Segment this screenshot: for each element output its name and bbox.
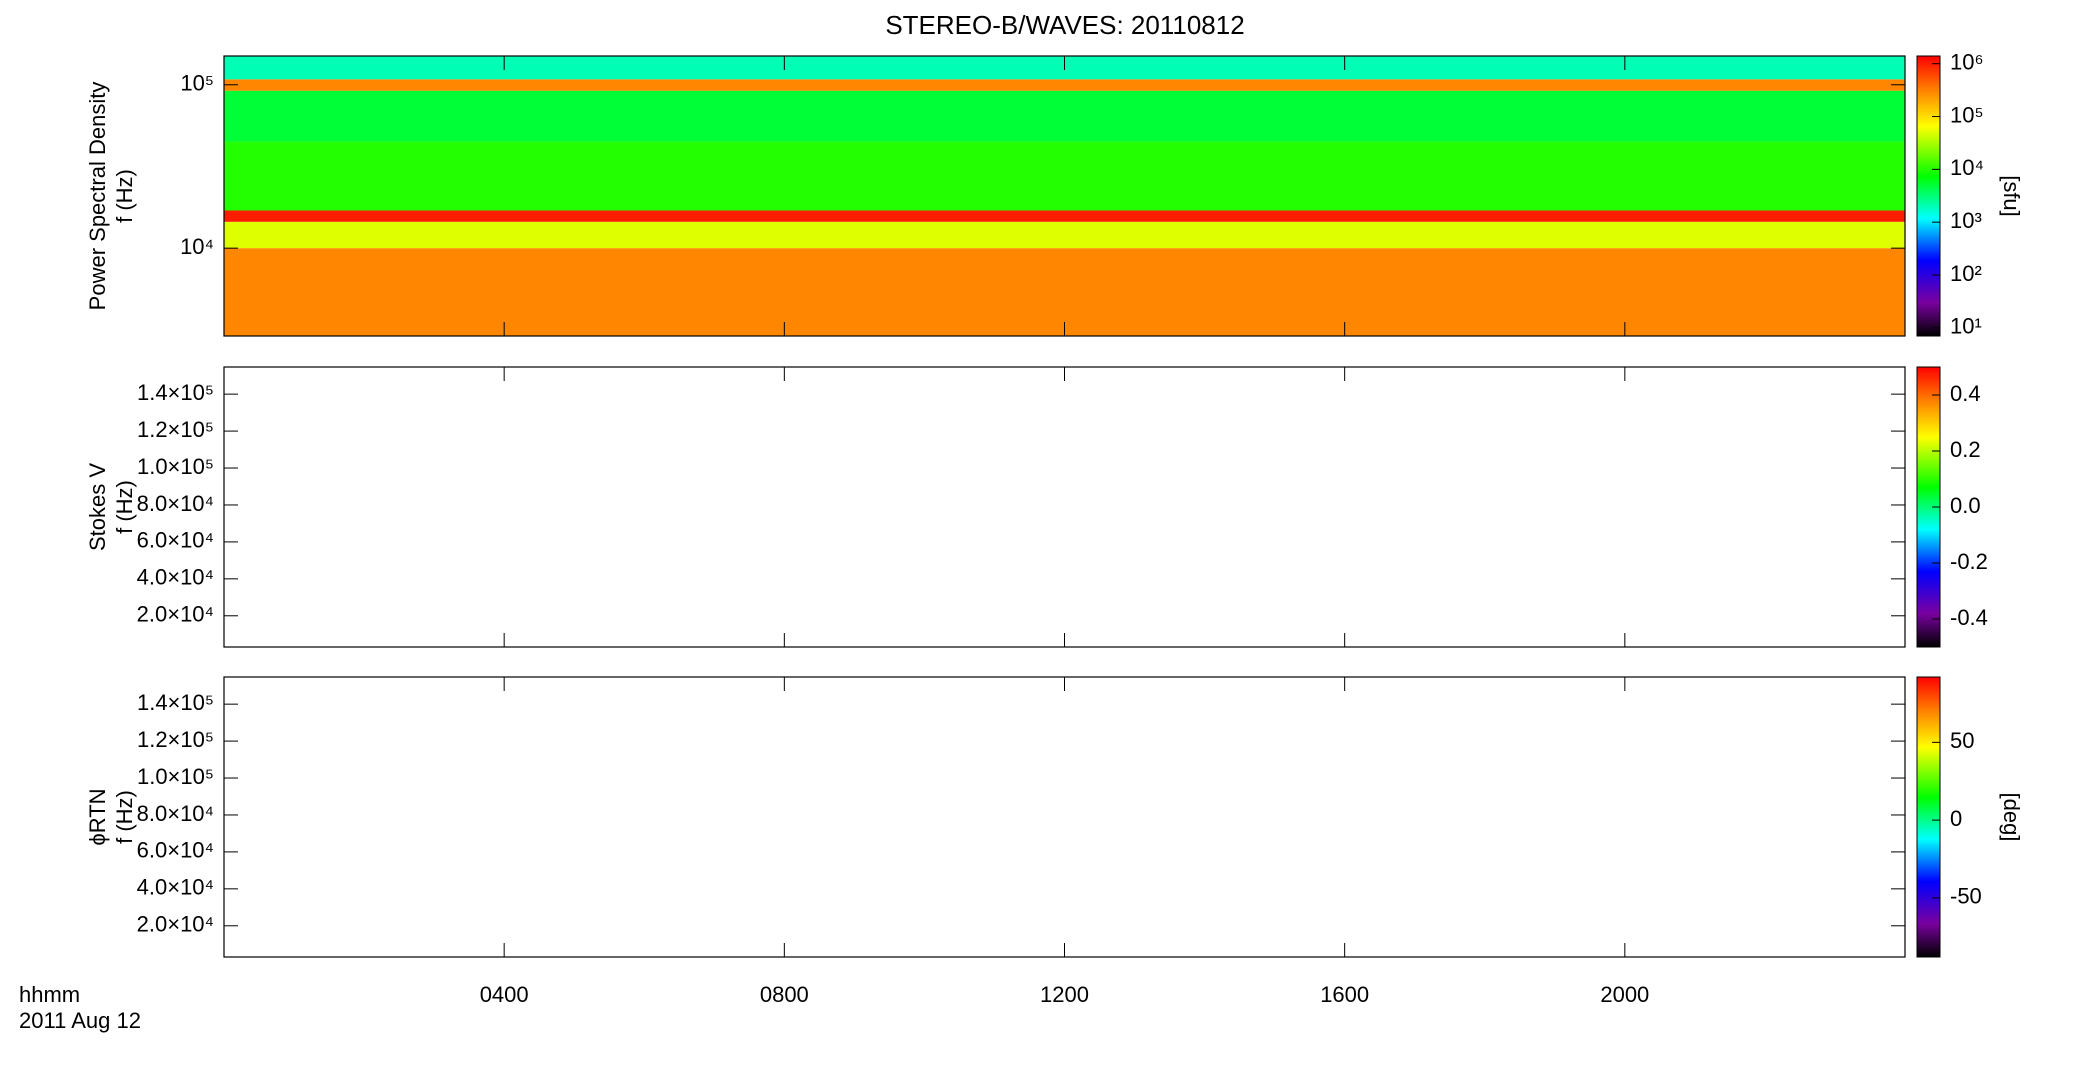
spectrum-band — [224, 221, 1905, 249]
colorbar-tick-label: 10³ — [1950, 208, 1982, 233]
x-tick-label: 1200 — [1040, 982, 1089, 1007]
y-axis-label: f (Hz) — [112, 790, 137, 844]
x-tick-label: 0400 — [480, 982, 529, 1007]
colorbar-tick-label: -0.2 — [1950, 549, 1988, 574]
colorbar-tick-label: 50 — [1950, 728, 1974, 753]
colorbar-tick-label: 10⁴ — [1950, 155, 1984, 180]
y-tick-label: 1.2×10⁵ — [137, 727, 214, 752]
spectrum-band — [224, 141, 1905, 211]
y-tick-label: 8.0×10⁴ — [137, 491, 214, 516]
colorbar-tick-label: 10⁶ — [1950, 50, 1984, 75]
y-tick-label: 1.4×10⁵ — [137, 380, 214, 405]
colorbar-tick-label: -0.4 — [1950, 605, 1988, 630]
colorbar-tick-label: -50 — [1950, 884, 1982, 909]
y-tick-label: 1.4×10⁵ — [137, 690, 214, 715]
colorbar-tick-label: 10² — [1950, 261, 1982, 286]
y-axis-label: Stokes V — [85, 463, 110, 551]
plot-frame — [223, 366, 1906, 648]
y-tick-label: 6.0×10⁴ — [137, 838, 214, 863]
y-tick-label: 4.0×10⁴ — [137, 875, 214, 900]
colorbar-label: [sfu] — [1999, 175, 2024, 217]
plot-frame — [223, 676, 1906, 958]
y-tick-label: 10⁵ — [180, 71, 214, 96]
y-tick-label: 4.0×10⁴ — [137, 565, 214, 590]
y-axis-label: f (Hz) — [112, 480, 137, 534]
chart-title: STEREO-B/WAVES: 20110812 — [885, 10, 1244, 40]
spectrum-band — [224, 210, 1905, 222]
y-tick-label: 10⁴ — [180, 234, 214, 259]
spectrum-band — [224, 248, 1905, 336]
y-tick-label: 2.0×10⁴ — [137, 912, 214, 937]
x-tick-label: 0800 — [760, 982, 809, 1007]
colorbar-tick-label: 0.2 — [1950, 437, 1981, 462]
y-axis-label: f (Hz) — [112, 169, 137, 223]
spectrum-band — [224, 90, 1905, 142]
x-axis-label: 2011 Aug 12 — [19, 1008, 141, 1033]
y-tick-label: 1.0×10⁵ — [137, 764, 214, 789]
y-tick-label: 6.0×10⁴ — [137, 528, 214, 553]
y-tick-label: 2.0×10⁴ — [137, 602, 214, 627]
x-tick-label: 2000 — [1600, 982, 1649, 1007]
spectrum-band — [224, 79, 1905, 91]
colorbar-tick-label: 0.4 — [1950, 381, 1981, 406]
colorbar — [1916, 55, 1941, 337]
colorbar — [1916, 676, 1941, 958]
colorbar-tick-label: 10⁵ — [1950, 102, 1984, 127]
y-axis-label: ϕRTN — [85, 788, 110, 845]
x-axis-label: hhmm — [19, 982, 80, 1007]
colorbar-tick-label: 0.0 — [1950, 493, 1981, 518]
y-tick-label: 1.2×10⁵ — [137, 417, 214, 442]
y-tick-label: 1.0×10⁵ — [137, 454, 214, 479]
y-tick-label: 8.0×10⁴ — [137, 801, 214, 826]
colorbar-label: [deg] — [1999, 793, 2024, 842]
y-axis-label: Power Spectral Density — [85, 82, 110, 311]
colorbar-tick-label: 0 — [1950, 806, 1962, 831]
x-tick-label: 1600 — [1320, 982, 1369, 1007]
colorbar-tick-label: 10¹ — [1950, 314, 1982, 339]
